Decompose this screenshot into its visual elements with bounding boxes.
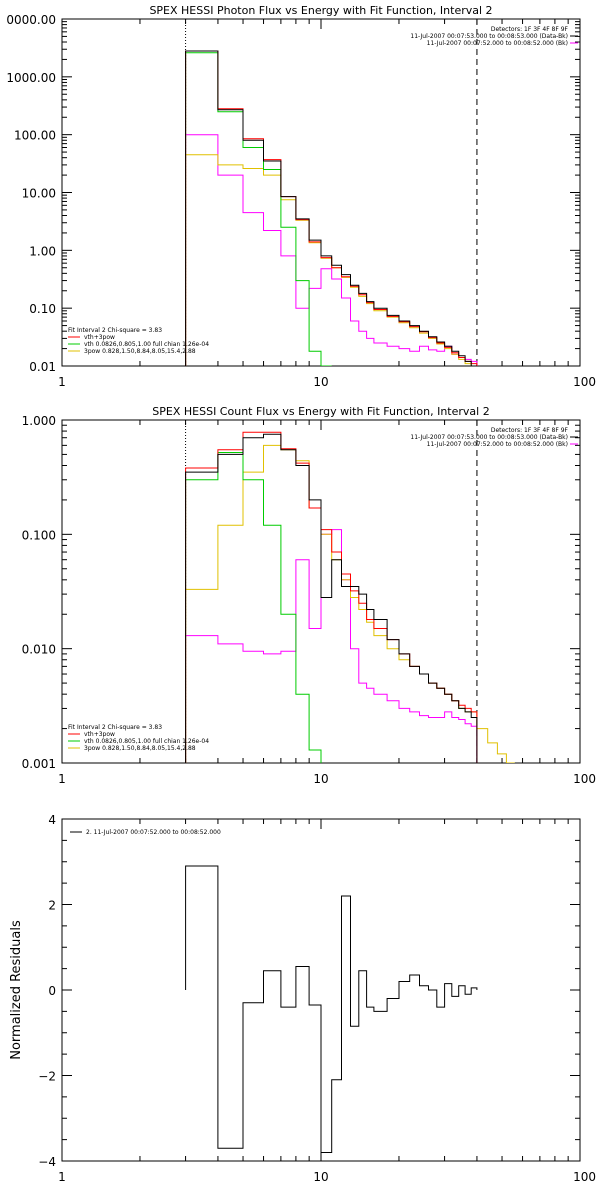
x-tick-label: 100 [573, 772, 596, 786]
y-tick-label: 2 [48, 899, 56, 913]
legend-title: Fit Interval 2 Chi-square = 3.83 [68, 724, 162, 731]
y-tick-label: −4 [38, 1155, 56, 1169]
series-line-vth [185, 52, 332, 366]
legend-label: 3pow 0.828,1.50,8.84,8.05,15.4,2.88 [84, 348, 196, 355]
header-line: 11-Jul-2007 00:07:52.000 to 00:08:52.000… [427, 441, 568, 448]
x-tick-label: 10 [313, 772, 328, 786]
legend-title: Fit Interval 2 Chi-square = 3.83 [68, 327, 162, 334]
y-tick-label: 10.00 [22, 187, 56, 201]
series-line-bk [185, 529, 478, 763]
header-line: Detectors: 1F 3F 4F 8F 9F [491, 427, 569, 434]
series-line-vth [185, 452, 322, 763]
y-tick-label: 0.01 [29, 360, 56, 374]
legend-label: vth 0.0826,0.805,1.00 full chian 1.26e-0… [84, 341, 209, 348]
x-tick-label: 100 [573, 1170, 596, 1184]
y-tick-label: 0 [48, 984, 56, 998]
y-tick-label: 4 [48, 813, 56, 827]
y-tick-label: 100.00 [14, 129, 56, 143]
series-group [185, 865, 478, 1153]
chart-title: SPEX HESSI Photon Flux vs Energy with Fi… [149, 4, 492, 17]
y-tick-label: 0000.00 [6, 13, 56, 27]
x-tick-label: 100 [573, 375, 596, 389]
y-tick-label: 0.001 [22, 757, 56, 771]
y-tick-label: 0.100 [22, 528, 56, 542]
x-tick-label: 1 [58, 772, 66, 786]
series-line-bk [185, 134, 478, 366]
y-tick-label: 0.10 [29, 302, 56, 316]
header-line: 11-Jul-2007 00:07:52.000 to 00:08:52.000… [427, 40, 568, 47]
series-group [185, 50, 478, 366]
y-tick-label: 1000.00 [6, 71, 56, 85]
x-tick-label: 1 [58, 375, 66, 389]
y-tick-label: −2 [38, 1070, 56, 1084]
legend-label: 3pow 0.828,1.50,8.84,8.05,15.4,2.88 [84, 745, 196, 752]
legend-label: vth 0.0826,0.805,1.00 full chian 1.26e-0… [84, 738, 209, 745]
y-tick-label: 1.000 [22, 414, 56, 428]
x-tick-label: 10 [313, 1170, 328, 1184]
y-tick-label: 1.00 [29, 244, 56, 258]
x-tick-label: 10 [313, 375, 328, 389]
legend-label: 2. 11-Jul-2007 00:07:52.000 to 00:08:52.… [86, 829, 221, 836]
series-line-data-bk [185, 50, 477, 366]
legend-label: vth+3pow [84, 731, 115, 738]
y-tick-label: 0.010 [22, 643, 56, 657]
header-line: Detectors: 1F 3F 4F 8F 9F [491, 26, 569, 33]
x-tick-label: 1 [58, 1170, 66, 1184]
chart-title: SPEX HESSI Count Flux vs Energy with Fit… [152, 405, 489, 418]
series-line-residuals [185, 865, 478, 1153]
series-line-data-bk [185, 433, 478, 763]
header-line: 11-Jul-2007 00:07:53.000 to 00:08:53.000… [410, 33, 568, 40]
header-line: 11-Jul-2007 00:07:53.000 to 00:08:53.000… [410, 434, 568, 441]
series-group [185, 431, 515, 763]
series-line-vth-3pow [185, 50, 478, 366]
plot-frame [61, 18, 581, 367]
y-axis-label: Normalized Residuals [9, 920, 24, 1060]
legend-label: vth+3pow [84, 334, 115, 341]
